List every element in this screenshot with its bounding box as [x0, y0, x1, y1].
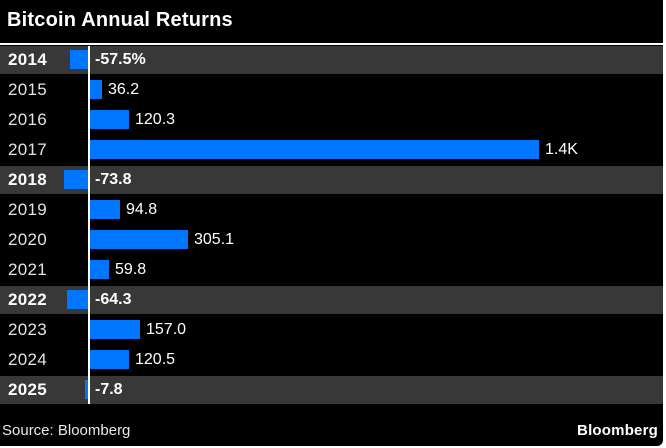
source-label: Source: Bloomberg	[2, 422, 131, 439]
bar-2025	[85, 380, 88, 399]
bar-2020	[90, 230, 188, 249]
bar-2019	[90, 200, 120, 219]
value-label: -57.5%	[95, 51, 146, 68]
value-label: 120.5	[135, 351, 176, 368]
year-label: 2017	[8, 140, 48, 159]
bar-chart-plot-area: 2014 -57.5% 2015 36.2 2016 120.3 2017 1.4K 2018 -…	[0, 46, 663, 406]
year-label: 2025	[8, 380, 48, 399]
chart-row-2014: 2014 -57.5%	[0, 46, 663, 74]
chart-row-2021: 2021 59.8	[0, 256, 663, 284]
bar-2024	[90, 350, 129, 369]
value-label: 1.4K	[545, 141, 578, 158]
chart-row-2023: 2023 157.0	[0, 316, 663, 344]
value-label: 59.8	[115, 261, 147, 278]
chart-row-2022: 2022 -64.3	[0, 286, 663, 314]
bloomberg-logo: Bloomberg	[577, 422, 658, 439]
chart-row-2018: 2018 -73.8	[0, 166, 663, 194]
year-label: 2024	[8, 350, 48, 369]
year-label: 2021	[8, 260, 48, 279]
value-label: 94.8	[126, 201, 158, 218]
year-label: 2022	[8, 290, 48, 309]
chart-title: Bitcoin Annual Returns	[7, 9, 233, 31]
value-label: 36.2	[108, 81, 140, 98]
year-label: 2020	[8, 230, 48, 249]
bar-2014	[70, 50, 88, 69]
chart-row-2024: 2024 120.5	[0, 346, 663, 374]
bar-2022	[67, 290, 88, 309]
zero-baseline	[88, 46, 90, 404]
bar-2017	[90, 140, 539, 159]
value-label: -7.8	[95, 381, 123, 398]
chart-footer: Source: Bloomberg Bloomberg	[0, 410, 663, 446]
value-label: 157.0	[146, 321, 187, 338]
year-label: 2023	[8, 320, 48, 339]
chart-row-2017: 2017 1.4K	[0, 136, 663, 164]
chart-row-2020: 2020 305.1	[0, 226, 663, 254]
year-label: 2019	[8, 200, 48, 219]
chart-row-2015: 2015 36.2	[0, 76, 663, 104]
bar-2023	[90, 320, 140, 339]
value-label: -64.3	[95, 291, 132, 308]
year-label: 2015	[8, 80, 48, 99]
bar-2021	[90, 260, 109, 279]
value-label: -73.8	[95, 171, 132, 188]
value-label: 305.1	[194, 231, 235, 248]
chart-row-2016: 2016 120.3	[0, 106, 663, 134]
chart-header: Bitcoin Annual Returns	[0, 0, 663, 45]
bar-2016	[90, 110, 129, 129]
chart-row-2025: 2025 -7.8	[0, 376, 663, 404]
value-label: 120.3	[135, 111, 176, 128]
year-label: 2014	[8, 50, 48, 69]
chart-row-2019: 2019 94.8	[0, 196, 663, 224]
year-label: 2016	[8, 110, 48, 129]
bar-2015	[90, 80, 102, 99]
year-label: 2018	[8, 170, 48, 189]
bar-2018	[64, 170, 88, 189]
